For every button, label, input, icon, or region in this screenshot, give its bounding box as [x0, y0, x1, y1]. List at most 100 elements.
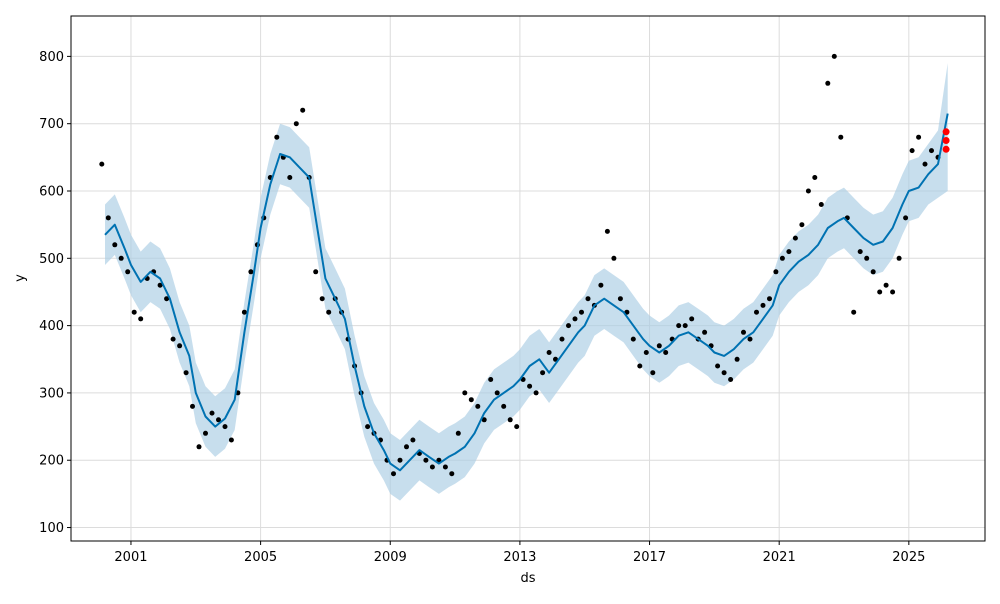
observed-point [630, 336, 636, 342]
observed-point [326, 309, 332, 315]
observed-point [909, 148, 915, 154]
observed-point [429, 464, 435, 470]
observed-point [540, 370, 546, 376]
observed-point [805, 188, 811, 194]
x-tick-label: 2001 [114, 550, 147, 565]
x-tick-label: 2009 [374, 550, 407, 565]
forecast-line-group [104, 113, 949, 472]
highlight-point [942, 128, 950, 136]
observed-point [404, 444, 409, 450]
observed-point [689, 316, 695, 322]
highlight-points [942, 128, 950, 153]
y-tick-label: 800 [39, 50, 64, 65]
observed-point [313, 269, 319, 275]
observed-point [767, 296, 772, 302]
observed-point [818, 202, 824, 207]
observed-point [397, 457, 403, 463]
observed-point [170, 336, 176, 342]
observed-point [99, 161, 105, 167]
observed-point [922, 161, 928, 167]
forecast-line [104, 113, 949, 472]
y-tick-label: 300 [39, 386, 64, 401]
x-tick-label: 2025 [892, 550, 925, 565]
observed-point [611, 255, 617, 261]
observed-point [579, 309, 584, 315]
observed-point [598, 282, 604, 288]
observed-point [702, 329, 708, 335]
observed-point [248, 269, 254, 275]
observed-point [488, 377, 494, 382]
y-tick-label: 200 [39, 454, 64, 469]
observed-point [287, 175, 293, 180]
observed-point [682, 323, 688, 329]
observed-point [890, 289, 896, 295]
observed-point [715, 363, 721, 369]
observed-point [786, 249, 792, 255]
observed-point [274, 134, 280, 140]
observed-point [650, 370, 656, 376]
observed-point [501, 403, 507, 409]
observed-point [559, 336, 565, 342]
observed-point [216, 417, 221, 423]
observed-point [468, 397, 474, 403]
observed-points [99, 53, 941, 477]
observed-point [747, 336, 753, 342]
y-axis-ticks: 100 200 300 400 500 600 700 800 [39, 50, 71, 536]
observed-point [812, 175, 818, 180]
observed-point [462, 390, 468, 396]
observed-point [475, 403, 481, 409]
observed-point [410, 437, 416, 443]
observed-point [527, 383, 533, 389]
observed-point [125, 269, 131, 275]
y-tick-label: 400 [39, 319, 64, 334]
observed-point [916, 134, 922, 140]
observed-point [754, 309, 759, 315]
observed-point [728, 377, 734, 382]
observed-point [617, 296, 623, 302]
observed-point [391, 471, 396, 477]
observed-point [455, 430, 461, 436]
observed-point [637, 363, 643, 369]
observed-point [851, 309, 857, 315]
observed-point [546, 350, 552, 355]
observed-point [164, 296, 170, 302]
y-axis-label: y [13, 274, 28, 282]
observed-point [177, 343, 183, 349]
observed-point [203, 430, 208, 436]
observed-point [105, 215, 111, 221]
uncertainty-band [105, 63, 948, 501]
observed-point [514, 424, 520, 430]
observed-point [222, 424, 228, 430]
observed-point [825, 80, 831, 86]
x-tick-label: 2013 [503, 550, 536, 565]
x-tick-label: 2005 [244, 550, 277, 565]
observed-point [228, 437, 234, 443]
y-tick-label: 600 [39, 185, 64, 200]
observed-point [604, 228, 610, 234]
observed-point [838, 134, 844, 140]
observed-point [436, 457, 442, 463]
observed-point [663, 350, 669, 355]
observed-point [572, 316, 578, 322]
uncertainty-area [105, 63, 948, 501]
observed-point [864, 255, 870, 261]
observed-point [423, 457, 429, 463]
observed-point [779, 255, 785, 261]
observed-point [319, 296, 325, 302]
observed-point [533, 390, 539, 396]
observed-point [241, 309, 247, 315]
observed-point [676, 323, 682, 329]
observed-point [741, 329, 746, 335]
observed-point [157, 282, 163, 288]
observed-point [656, 343, 662, 349]
observed-point [566, 323, 571, 329]
observed-point [300, 107, 306, 113]
observed-point [196, 444, 202, 450]
x-tick-label: 2017 [633, 550, 666, 565]
x-axis-ticks: 2001 2005 2009 2013 2017 2021 2025 [114, 541, 925, 565]
observed-point [209, 410, 215, 416]
x-axis-label: ds [520, 571, 535, 586]
observed-point [183, 370, 189, 376]
observed-point [896, 255, 902, 261]
